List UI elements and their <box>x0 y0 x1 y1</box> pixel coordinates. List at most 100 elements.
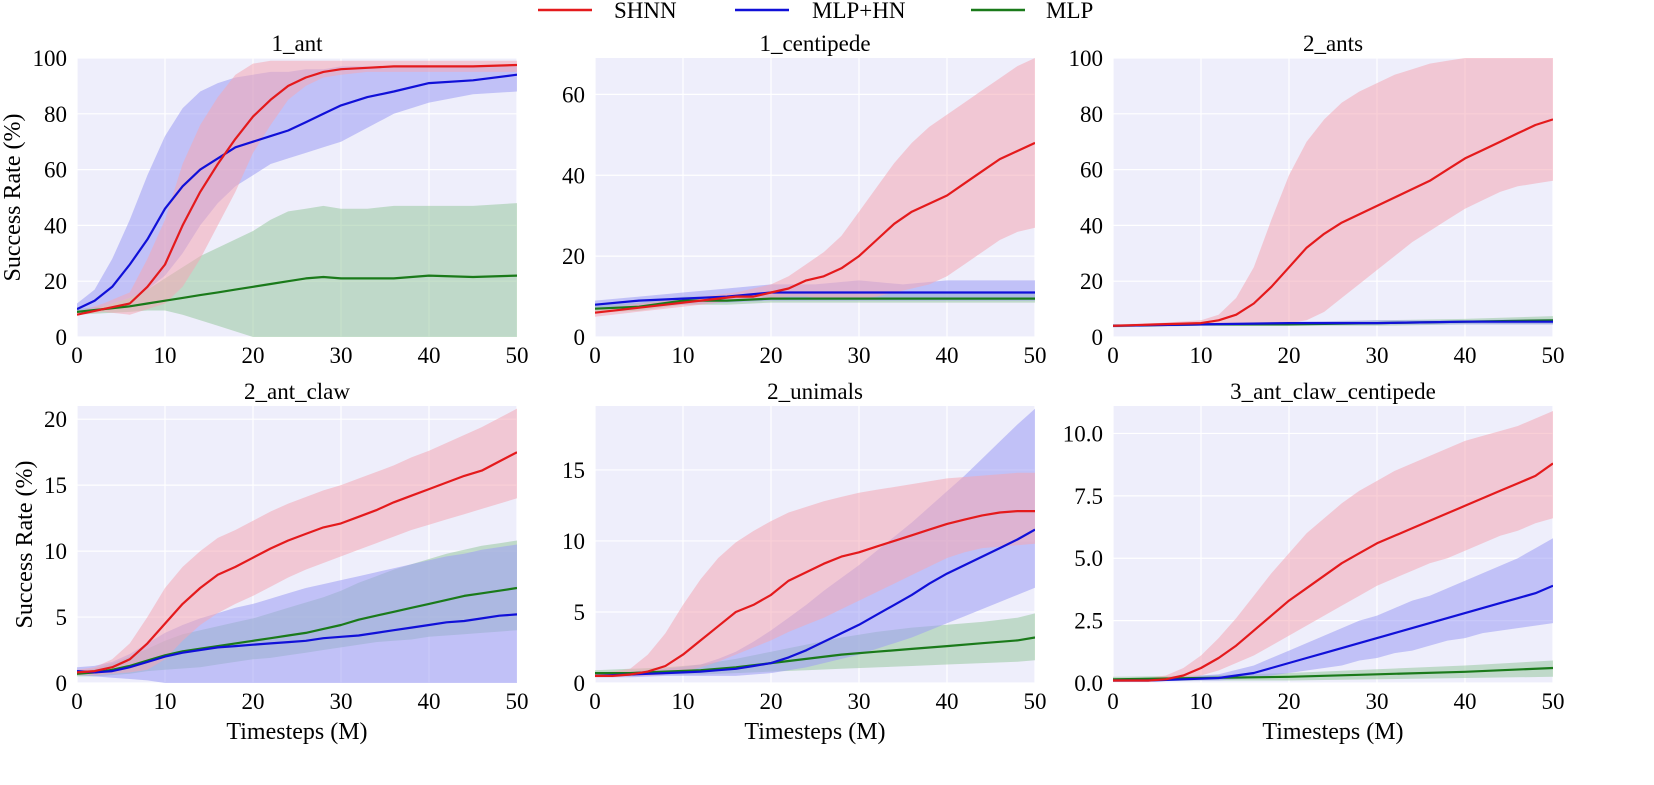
x-axis-label: Timesteps (M) <box>226 719 367 745</box>
band-shnn <box>77 408 517 676</box>
panel-3-ant-claw-centipede: 3_ant_claw_centipede 0 10 20 30 40 50 0.0 2.5 5.0… <box>1063 379 1565 745</box>
x-tick-label: 50 <box>506 689 529 714</box>
y-tick-label: 80 <box>44 102 67 127</box>
legend-label-mlp-hn: MLP+HN <box>812 0 906 23</box>
x-tick-label: 30 <box>1366 689 1389 714</box>
band-shnn <box>1113 411 1553 682</box>
y-tick-label: 5 <box>574 600 586 625</box>
x-tick-label: 20 <box>760 343 783 368</box>
y-tick-label: 40 <box>44 213 67 238</box>
series-line-mlp-hn <box>595 528 1035 677</box>
x-tick-label: 30 <box>330 689 353 714</box>
panel-title: 2_unimals <box>767 379 863 404</box>
x-tick-label: 20 <box>242 343 265 368</box>
y-tick-label: 5.0 <box>1074 546 1103 571</box>
y-tick-label: 60 <box>44 158 67 183</box>
band-mlp-hn <box>595 408 1035 678</box>
y-tick-label: 2.5 <box>1074 609 1103 634</box>
panel-2-unimals: 2_unimals 0 10 20 30 40 50 0 5 10 15 Timesteps (M) <box>562 379 1047 745</box>
x-tick-label: 0 <box>589 689 601 714</box>
x-tick-label: 30 <box>330 343 353 368</box>
y-tick-label: 0.0 <box>1074 671 1103 696</box>
x-tick-label: 30 <box>1366 343 1389 368</box>
x-tick-label: 10 <box>1190 689 1213 714</box>
x-tick-label: 40 <box>936 343 959 368</box>
x-tick-label: 40 <box>418 343 441 368</box>
y-tick-label: 0 <box>56 671 68 696</box>
x-tick-label: 50 <box>1542 689 1565 714</box>
series-line-shnn <box>595 141 1035 314</box>
x-tick-label: 10 <box>672 343 695 368</box>
y-tick-label: 100 <box>1069 46 1104 71</box>
x-tick-label: 0 <box>71 689 83 714</box>
x-tick-label: 40 <box>1454 689 1477 714</box>
series-line-mlp-hn <box>77 73 517 311</box>
y-axis-label: Success Rate (%) <box>12 461 38 629</box>
panel-2-ant-claw: 2_ant_claw 0 10 20 30 40 50 0 5 10 15 20 Timesteps (… <box>12 379 529 745</box>
y-tick-label: 40 <box>562 163 585 188</box>
series-line-shnn <box>595 510 1035 678</box>
band-shnn <box>77 60 517 315</box>
x-tick-label: 0 <box>1107 689 1119 714</box>
panel-title: 2_ants <box>1303 31 1363 56</box>
y-tick-label: 0 <box>574 325 586 350</box>
x-tick-label: 20 <box>1278 343 1301 368</box>
series-line-mlp-hn <box>77 613 517 674</box>
y-tick-label: 10.0 <box>1063 421 1103 446</box>
x-tick-label: 20 <box>242 689 265 714</box>
x-axis-label: Timesteps (M) <box>1262 719 1403 745</box>
x-tick-label: 0 <box>71 343 83 368</box>
y-tick-label: 20 <box>1080 269 1103 294</box>
panel-1-ant: 1_ant 0 10 20 30 40 50 0 20 40 60 80 100 Success Rate… <box>0 31 529 368</box>
band-mlp-hn <box>77 66 517 312</box>
y-tick-label: 0 <box>1092 325 1104 350</box>
y-tick-label: 0 <box>56 325 68 350</box>
series-line-shnn <box>77 63 517 316</box>
x-tick-label: 50 <box>506 343 529 368</box>
y-axis-label: Success Rate (%) <box>0 114 26 282</box>
x-tick-label: 20 <box>1278 689 1301 714</box>
x-axis-label: Timesteps (M) <box>744 719 885 745</box>
y-tick-label: 10 <box>562 529 585 554</box>
x-tick-label: 50 <box>1024 689 1047 714</box>
x-tick-label: 40 <box>1454 343 1477 368</box>
panel-title: 3_ant_claw_centipede <box>1230 379 1436 404</box>
band-shnn <box>595 58 1035 317</box>
y-tick-label: 5 <box>56 605 68 630</box>
y-tick-label: 20 <box>44 407 67 432</box>
panel-title: 2_ant_claw <box>244 379 350 404</box>
series-line-shnn <box>1113 118 1553 327</box>
legend-label-shnn: SHNN <box>614 0 677 23</box>
band-mlp <box>77 203 517 337</box>
series-line-shnn <box>77 451 517 674</box>
y-tick-label: 20 <box>562 244 585 269</box>
x-tick-label: 50 <box>1024 343 1047 368</box>
band-shnn <box>595 472 1035 678</box>
panel-1-centipede: 1_centipede 0 10 20 30 40 50 0 20 40 60 <box>562 31 1047 368</box>
x-tick-label: 50 <box>1542 343 1565 368</box>
panel-title: 1_ant <box>271 31 323 56</box>
y-tick-label: 60 <box>1080 158 1103 183</box>
band-mlp-hn <box>1113 538 1553 682</box>
panel-title: 1_centipede <box>759 31 870 56</box>
x-tick-label: 0 <box>1107 343 1119 368</box>
x-tick-label: 0 <box>589 343 601 368</box>
x-tick-label: 30 <box>848 689 871 714</box>
y-tick-label: 10 <box>44 539 67 564</box>
y-tick-label: 20 <box>44 269 67 294</box>
series-line-mlp-hn <box>595 291 1035 306</box>
x-tick-label: 10 <box>154 343 177 368</box>
band-shnn <box>1113 58 1553 328</box>
y-tick-label: 7.5 <box>1074 484 1103 509</box>
legend-label-mlp: MLP <box>1046 0 1093 23</box>
y-tick-label: 0 <box>574 671 586 696</box>
band-mlp-hn <box>77 544 517 683</box>
y-tick-label: 100 <box>33 46 68 71</box>
legend: SHNN MLP+HN MLP <box>538 0 1093 23</box>
x-tick-label: 40 <box>418 689 441 714</box>
y-tick-label: 60 <box>562 82 585 107</box>
series-line-mlp <box>77 586 517 675</box>
panel-2-ants: 2_ants 0 10 20 30 40 50 0 20 40 60 80 100 <box>1069 31 1565 368</box>
series-line-mlp-hn <box>1113 584 1553 682</box>
